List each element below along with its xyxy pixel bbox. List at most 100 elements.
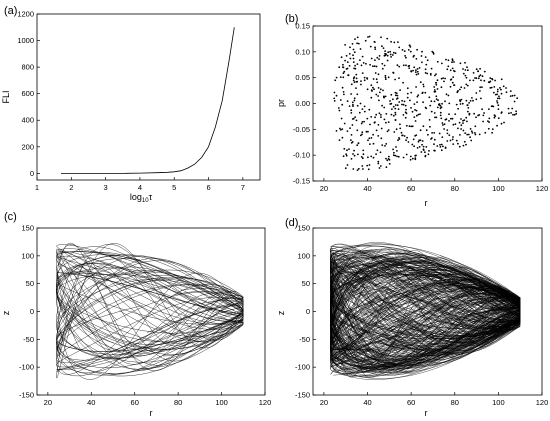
panel-b-point	[402, 64, 405, 67]
panel-b-point	[434, 74, 436, 77]
panel-b-point	[345, 153, 347, 156]
panel-b-point	[384, 50, 386, 52]
panel-b-point	[362, 149, 365, 152]
panel-b-point	[460, 128, 462, 130]
panel-b-point	[472, 79, 475, 82]
panel-b-point	[433, 100, 436, 103]
panel-b-point	[388, 155, 390, 158]
panel-b-point	[361, 108, 364, 110]
panel-b-point	[422, 125, 425, 128]
panel-b-point	[475, 116, 477, 119]
panel-b-point	[417, 113, 420, 116]
panel-b-point	[384, 145, 386, 147]
panel-b-point	[402, 81, 404, 84]
panel-b-point	[452, 123, 455, 126]
panel-b-point	[467, 110, 469, 113]
panel-b-point	[368, 35, 371, 38]
panel-b-point	[462, 129, 465, 132]
panel-b-point	[339, 99, 342, 101]
panel-b-point	[430, 110, 433, 113]
panel-b-point	[477, 77, 480, 80]
panel-b-point	[381, 104, 383, 107]
panel-b-point	[401, 49, 404, 51]
panel-b-point	[445, 93, 448, 96]
panel-b-point	[451, 138, 454, 141]
panel-a-ylabel: FLI	[1, 90, 11, 103]
panel-b-point	[497, 104, 500, 107]
panel-b-point	[444, 118, 447, 121]
panel-b-point	[510, 112, 512, 114]
panel-b-point	[431, 137, 433, 139]
panel-b-point	[414, 109, 416, 111]
panel-b-point	[393, 41, 396, 44]
panel-b-point	[367, 139, 369, 142]
panel-b-point	[342, 155, 345, 158]
panel-b-point	[470, 139, 473, 142]
panel-b-point	[374, 121, 376, 124]
panel-b-point	[355, 73, 358, 76]
panel-b-point	[458, 121, 461, 124]
panel-b-point	[338, 139, 341, 142]
panel-b-point	[361, 72, 364, 74]
panel-b-point	[333, 100, 336, 102]
panel-c-ylabel: z	[1, 310, 11, 315]
panel-a-xtick-label: 1	[35, 183, 39, 192]
panel-b-point	[435, 73, 437, 75]
panel-b-point	[362, 153, 365, 156]
panel-b-point	[413, 116, 416, 118]
panel-d-ytick-label: 100	[297, 251, 310, 260]
panel-b-point	[378, 167, 381, 169]
panel-b-point	[348, 105, 351, 107]
panel-b-point	[490, 86, 493, 89]
panel-c-orbit-segment	[56, 255, 244, 350]
panel-b-point	[431, 132, 433, 134]
panel-b-point	[387, 129, 390, 131]
panel-b-point	[419, 113, 421, 115]
panel-b-point	[351, 124, 354, 126]
panel-b-point	[381, 144, 384, 147]
panel-b-point	[395, 92, 398, 95]
panel-b-point	[359, 102, 362, 105]
panel-b-point	[412, 138, 415, 141]
panel-b-point	[511, 94, 514, 97]
panel-b-point	[390, 93, 393, 96]
panel-b-point	[359, 134, 362, 137]
panel-b-point	[346, 130, 349, 133]
panel-b-point	[473, 112, 475, 115]
panel-b-point	[342, 91, 345, 93]
panel-b-point	[498, 97, 501, 100]
panel-d-orbit-segment	[330, 251, 521, 374]
panel-a-xlabel-sub: 10	[142, 198, 149, 204]
panel-b-point	[437, 103, 440, 106]
panel-b-point	[379, 165, 382, 167]
panel-b-point	[351, 101, 354, 104]
panel-b-point	[416, 95, 419, 98]
panel-b-point	[374, 72, 377, 74]
panel-b-point	[387, 51, 390, 54]
panel-b-point	[433, 149, 435, 152]
panel-b-point	[444, 147, 447, 150]
panel-b-point	[394, 111, 397, 114]
panel-b-point	[415, 69, 417, 72]
panel-b-point	[483, 70, 486, 73]
panel-b-point	[452, 76, 455, 78]
panel-b-point	[396, 64, 399, 67]
panel-b-point	[338, 109, 341, 112]
panel-b-point	[469, 100, 472, 102]
panel-b-point	[393, 131, 396, 133]
panel-b-point	[404, 55, 406, 57]
panel-b-ytick-label: 0.05	[295, 73, 310, 82]
panel-b-point	[352, 57, 355, 60]
panel-b-xtick-label: 20	[320, 184, 328, 193]
panel-b-point	[413, 145, 415, 148]
panel-b-point	[465, 76, 468, 79]
panel-b-frame	[312, 25, 543, 182]
panel-b-point	[496, 101, 499, 104]
panel-b-point	[355, 87, 357, 89]
panel-b-point	[438, 132, 441, 135]
panel-b-point	[493, 86, 496, 88]
panel-d-orbit-segment	[330, 259, 521, 364]
panel-b-point	[444, 77, 446, 80]
panel-b-point	[399, 127, 402, 130]
panel-b-point	[443, 123, 446, 126]
